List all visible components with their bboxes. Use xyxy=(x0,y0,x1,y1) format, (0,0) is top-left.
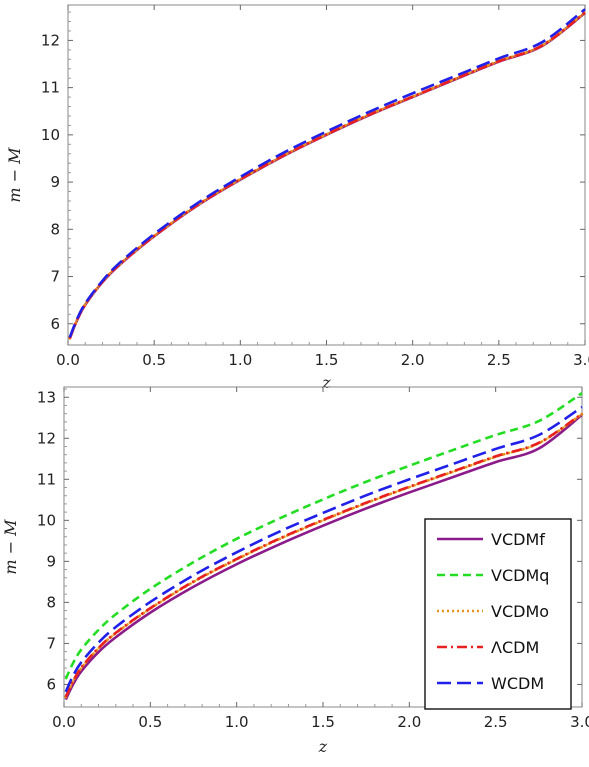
y-tick-label: 11 xyxy=(37,470,56,488)
x-axis-label: z xyxy=(318,737,328,756)
series-line-curve-2 xyxy=(68,11,586,339)
x-tick-label: 3.0 xyxy=(570,713,589,731)
x-tick-label: 2.0 xyxy=(401,351,425,369)
top-chart: 0.0 0.5 1.0 1.5 2.0 2.5 3.0 6 7 8 9 10 11 12 z m − M xyxy=(5,4,589,392)
y-tick-label: 6 xyxy=(46,675,56,693)
y-tick-label: 12 xyxy=(41,31,60,49)
series-line-vcdmq xyxy=(64,392,583,680)
y-tick-label: 13 xyxy=(37,388,56,406)
y-tick-label: 10 xyxy=(41,126,60,144)
x-tick-label: 1.5 xyxy=(315,351,339,369)
y-tick-label: 8 xyxy=(50,220,60,238)
legend: VCDMf VCDMq VCDMo ΛCDM WCDM xyxy=(424,518,572,710)
x-tick-label: 0.5 xyxy=(142,351,166,369)
y-tick-label: 9 xyxy=(50,173,60,191)
y-tick-label: 10 xyxy=(37,511,56,529)
series-line-curve-1 xyxy=(68,11,587,340)
y-tick-label: 11 xyxy=(41,79,60,97)
y-tick-label: 8 xyxy=(46,593,56,611)
x-tick-label: 1.5 xyxy=(311,713,335,731)
y-axis-label: m − M xyxy=(5,147,24,203)
legend-label: VCDMq xyxy=(491,566,549,585)
x-tick-label: 2.0 xyxy=(397,713,421,731)
series-line-curve-3 xyxy=(68,8,586,338)
x-tick-label: 0.5 xyxy=(138,713,162,731)
x-tick-label: 3.0 xyxy=(573,351,589,369)
y-tick-label: 9 xyxy=(46,552,56,570)
y-tick-label: 6 xyxy=(50,315,60,333)
legend-box xyxy=(424,518,572,710)
series-line-wcdm xyxy=(64,406,583,693)
x-axis-label: z xyxy=(321,373,331,392)
x-tick-label: 2.5 xyxy=(487,351,511,369)
y-tick-label: 7 xyxy=(50,268,60,286)
series-line--cdm xyxy=(64,412,583,698)
y-tick-label: 12 xyxy=(37,429,56,447)
x-tick-label: 1.0 xyxy=(228,351,252,369)
legend-label: VCDMo xyxy=(491,602,549,621)
x-tick-label: 2.5 xyxy=(484,713,508,731)
x-tick-label: 0.0 xyxy=(56,351,80,369)
x-tick-label: 0.0 xyxy=(52,713,76,731)
legend-label: ΛCDM xyxy=(491,638,539,657)
y-tick-label: 7 xyxy=(46,634,56,652)
bottom-chart: 0.0 0.5 1.0 1.5 2.0 2.5 3.0 6 7 8 9 10 11 12 13 z m − M V… xyxy=(1,386,589,756)
x-tick-label: 1.0 xyxy=(225,713,249,731)
series-line-curve-0 xyxy=(68,11,586,340)
legend-label: VCDMf xyxy=(491,530,545,549)
y-axis-label: m − M xyxy=(1,519,20,575)
legend-label: WCDM xyxy=(491,674,544,693)
series-line-vcdmf xyxy=(64,413,583,701)
